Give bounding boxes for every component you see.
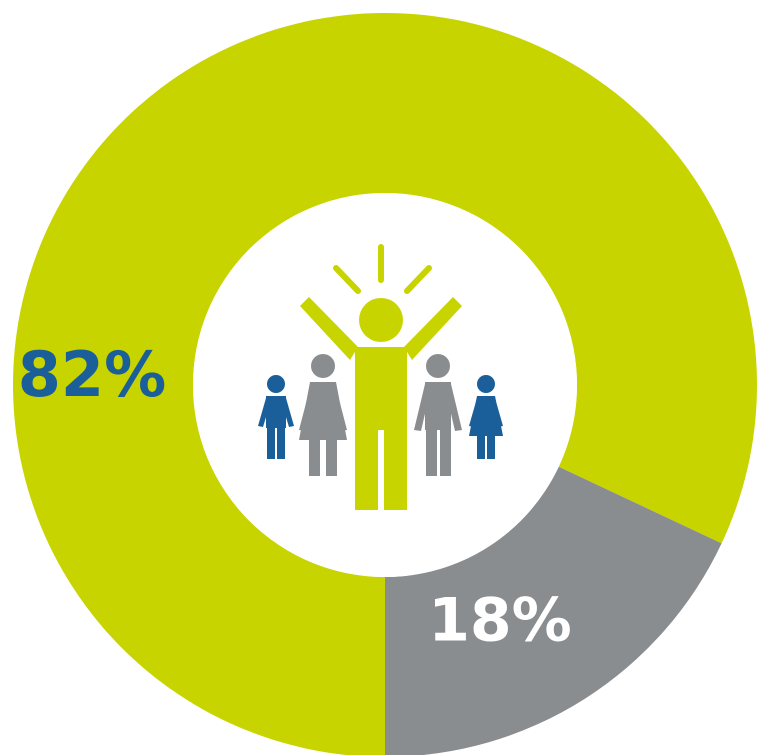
adult-man-icon bbox=[414, 354, 462, 476]
child-girl-icon bbox=[469, 375, 503, 459]
people-group-celebrating-icon bbox=[258, 244, 503, 510]
adult-woman-icon bbox=[299, 354, 347, 476]
celebrating-person-icon bbox=[300, 297, 462, 510]
donut-slice-82 bbox=[13, 13, 757, 755]
donut-slice-18 bbox=[385, 466, 722, 755]
child-boy-icon bbox=[258, 375, 294, 459]
slice-labels: 82% 18% bbox=[18, 338, 572, 656]
slice-label-82: 82% bbox=[18, 338, 166, 411]
slice-label-18: 18% bbox=[428, 586, 572, 656]
